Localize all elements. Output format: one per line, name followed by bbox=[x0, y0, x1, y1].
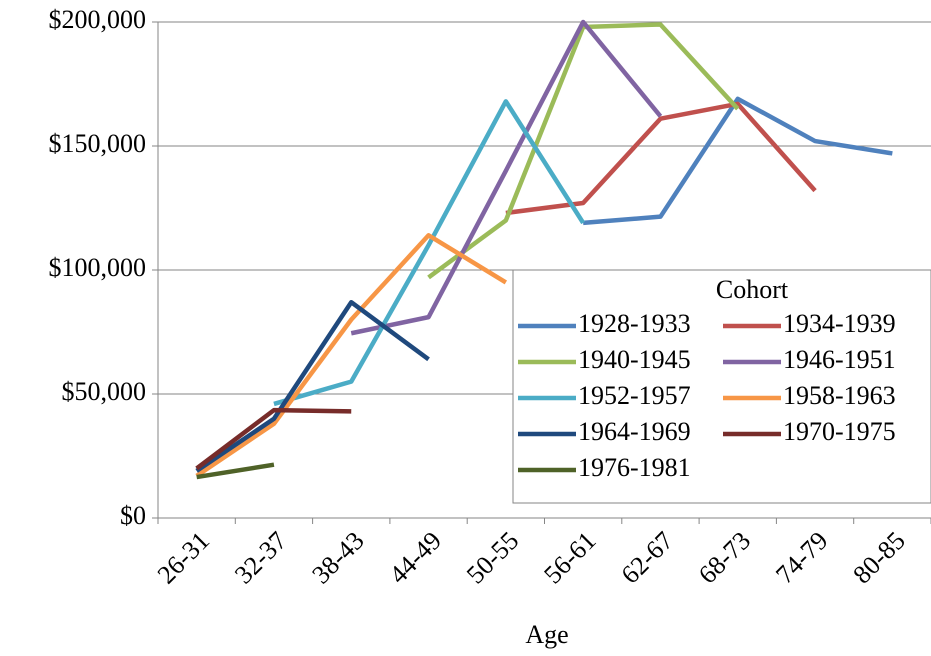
y-tick-label: $150,000 bbox=[49, 129, 147, 158]
y-tick-label: $200,000 bbox=[49, 5, 147, 34]
series-line bbox=[195, 233, 508, 478]
series-line bbox=[427, 22, 740, 280]
y-tick-label: $100,000 bbox=[49, 253, 147, 282]
x-tick-label: 50-55 bbox=[461, 526, 524, 589]
legend-label: 1952-1957 bbox=[578, 381, 691, 410]
x-tick-label: 62-67 bbox=[616, 526, 679, 589]
legend-box bbox=[512, 269, 931, 504]
x-tick-label: 80-85 bbox=[847, 526, 910, 589]
series-line bbox=[582, 96, 893, 226]
legend-title: Cohort bbox=[716, 275, 789, 304]
x-axis-title: Age bbox=[525, 620, 568, 649]
legend-label: 1934-1939 bbox=[783, 309, 896, 338]
series-line bbox=[195, 299, 430, 473]
legend-label: 1958-1963 bbox=[783, 381, 896, 410]
legend-label: 1970-1975 bbox=[783, 417, 896, 446]
series-line bbox=[196, 462, 275, 480]
x-tick-label: 74-79 bbox=[770, 526, 833, 589]
x-tick-label: 56-61 bbox=[538, 526, 601, 589]
y-tick-label: $0 bbox=[120, 501, 146, 530]
x-tick-label: 32-37 bbox=[229, 526, 292, 589]
legend-label: 1946-1951 bbox=[783, 345, 896, 374]
y-tick-label: $50,000 bbox=[62, 377, 147, 406]
legend-label: 1976-1981 bbox=[578, 453, 691, 482]
x-tick-label: 38-43 bbox=[306, 526, 369, 589]
x-tick-label: 68-73 bbox=[693, 526, 756, 589]
legend-label: 1964-1969 bbox=[578, 417, 691, 446]
x-tick-label: 26-31 bbox=[152, 526, 215, 589]
series-line bbox=[195, 407, 352, 471]
series-line bbox=[505, 101, 817, 216]
series-line bbox=[350, 19, 663, 336]
series-line bbox=[273, 99, 586, 407]
x-tick-label: 44-49 bbox=[384, 526, 447, 589]
legend-label: 1928-1933 bbox=[578, 309, 691, 338]
legend-label: 1940-1945 bbox=[578, 345, 691, 374]
